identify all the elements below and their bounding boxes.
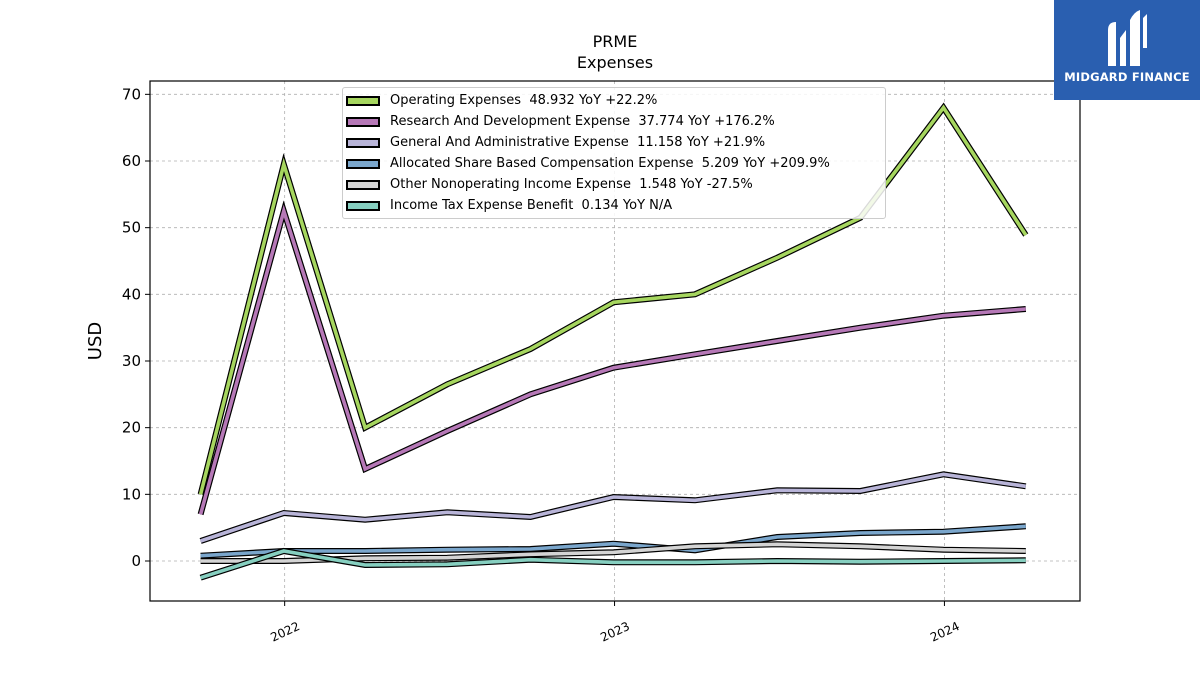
y-tick-label: 30 [122, 352, 141, 370]
series-line [200, 472, 1027, 543]
series-line [198, 204, 1026, 515]
logo-mark-icon [1108, 10, 1147, 66]
x-tick-label: 2022 [268, 619, 302, 645]
y-tick-label: 10 [122, 485, 141, 503]
brand-logo: MIDGARD FINANCE [1054, 0, 1200, 100]
logo-text: MIDGARD FINANCE [1064, 70, 1190, 84]
legend-label: Operating Expenses 48.932 YoY +22.2% [390, 93, 658, 108]
x-tick-label: 2023 [598, 619, 632, 645]
chart-subtitle: Expenses [576, 53, 654, 72]
legend-entry: Other Nonoperating Income Expense 1.548 … [343, 175, 885, 195]
legend-entry: Allocated Share Based Compensation Expen… [343, 154, 885, 174]
y-tick-label: 60 [122, 152, 141, 170]
legend-swatch [346, 159, 380, 169]
y-tick-label: 0 [131, 552, 141, 570]
legend-entry: General And Administrative Expense 11.15… [343, 133, 885, 153]
legend-label: Research And Development Expense 37.774 … [390, 114, 775, 129]
series-line [200, 524, 1026, 558]
chart-legend: Operating Expenses 48.932 YoY +22.2% Res… [342, 87, 886, 219]
legend-label: Allocated Share Based Compensation Expen… [390, 156, 830, 171]
y-tick-label: 70 [122, 85, 141, 103]
series-line [200, 549, 1026, 580]
y-tick-label: 50 [122, 219, 141, 237]
legend-swatch [346, 117, 380, 127]
y-tick-label: 40 [122, 285, 141, 303]
legend-entry: Research And Development Expense 37.774 … [343, 112, 885, 132]
legend-entry: Income Tax Expense Benefit 0.134 YoY N/A [343, 196, 885, 216]
x-tick-label: 2024 [928, 619, 962, 645]
series-line-outline [197, 200, 1027, 516]
legend-label: Other Nonoperating Income Expense 1.548 … [390, 177, 753, 192]
y-axis-label: USD [85, 322, 106, 360]
legend-entry: Operating Expenses 48.932 YoY +22.2% [343, 91, 885, 111]
legend-swatch [346, 180, 380, 190]
legend-swatch [346, 96, 380, 106]
legend-swatch [346, 138, 380, 148]
legend-swatch [346, 201, 380, 211]
y-tick-label: 20 [122, 419, 141, 437]
legend-label: General And Administrative Expense 11.15… [390, 135, 766, 150]
series-line [198, 104, 1028, 495]
legend-label: Income Tax Expense Benefit 0.134 YoY N/A [390, 198, 673, 213]
chart-title: PRME [592, 32, 638, 51]
